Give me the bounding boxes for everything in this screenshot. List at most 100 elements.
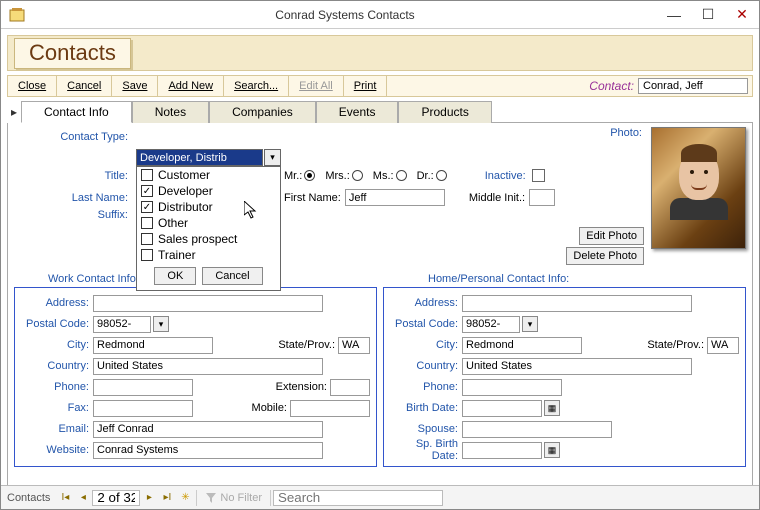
nav-prev-icon[interactable]: ◂ <box>74 489 92 507</box>
tab-row: ▸ Contact Info Notes Companies Events Pr… <box>7 101 753 123</box>
status-bar: Contacts I◂ ◂ ▸ ▸I ✳ No Filter <box>1 485 759 509</box>
work-ext-input[interactable] <box>330 379 370 396</box>
home-birth-input[interactable] <box>462 400 542 417</box>
work-country-input[interactable] <box>93 358 323 375</box>
work-city-input[interactable] <box>93 337 213 354</box>
nav-first-icon[interactable]: I◂ <box>56 489 74 507</box>
print-button[interactable]: Print <box>344 76 388 96</box>
work-ext-label: Extension: <box>276 381 327 393</box>
middle-init-input[interactable] <box>529 189 555 206</box>
work-website-label: Website: <box>21 444 89 456</box>
work-header: Work Contact Info: <box>48 273 139 285</box>
edit-photo-button[interactable]: Edit Photo <box>579 227 644 245</box>
record-selector-icon[interactable]: ▸ <box>7 101 21 123</box>
tab-companies[interactable]: Companies <box>209 101 316 123</box>
work-phone-label: Phone: <box>21 381 89 393</box>
option-sales-prospect[interactable]: Sales prospect <box>137 231 280 247</box>
home-postal-dropdown-icon[interactable]: ▾ <box>522 316 538 332</box>
tab-contact-info[interactable]: Contact Info <box>21 101 132 123</box>
title-ms-radio[interactable] <box>396 170 407 181</box>
home-phone-label: Phone: <box>390 381 458 393</box>
title-label: Title: <box>8 170 128 182</box>
record-number-input[interactable] <box>92 490 140 506</box>
work-postal-label: Postal Code: <box>21 318 89 330</box>
app-icon <box>7 5 27 25</box>
tab-events[interactable]: Events <box>316 101 399 123</box>
home-birth-label: Birth Date: <box>390 402 458 414</box>
home-panel: Address: Postal Code:▾ City:State/Prov.:… <box>383 287 746 467</box>
work-address-label: Address: <box>21 297 89 309</box>
tab-notes[interactable]: Notes <box>132 101 209 123</box>
home-phone-input[interactable] <box>462 379 562 396</box>
work-email-label: Email: <box>21 423 89 435</box>
home-country-input[interactable] <box>462 358 692 375</box>
contact-type-dropdown-button[interactable]: ▾ <box>264 149 281 166</box>
close-window-button[interactable]: ✕ <box>725 4 759 26</box>
home-country-label: Country: <box>390 360 458 372</box>
nav-next-icon[interactable]: ▸ <box>140 489 158 507</box>
home-spouse-input[interactable] <box>462 421 612 438</box>
work-mobile-label: Mobile: <box>252 402 287 414</box>
inactive-label: Inactive: <box>485 170 526 182</box>
save-button[interactable]: Save <box>112 76 158 96</box>
option-trainer[interactable]: Trainer <box>137 247 280 263</box>
dropdown-ok-button[interactable]: OK <box>154 267 196 285</box>
work-state-input[interactable] <box>338 337 370 354</box>
sp-birth-calendar-icon[interactable]: ▦ <box>544 442 560 458</box>
title-ms-label: Ms.: <box>373 170 394 182</box>
home-spouse-label: Spouse: <box>390 423 458 435</box>
suffix-label: Suffix: <box>8 209 128 221</box>
contact-search-input[interactable] <box>638 78 748 94</box>
title-dr-radio[interactable] <box>436 170 447 181</box>
toolbar: Close Cancel Save Add New Search... Edit… <box>7 75 753 97</box>
home-address-input[interactable] <box>462 295 692 312</box>
work-mobile-input[interactable] <box>290 400 370 417</box>
filter-indicator[interactable]: No Filter <box>199 492 268 504</box>
edit-all-button[interactable]: Edit All <box>289 76 344 96</box>
contact-form: Contact Type: Title: Mr.: Mrs.: Ms.: Dr.… <box>7 123 753 508</box>
work-panel: Address: Postal Code:▾ City:State/Prov.:… <box>14 287 377 467</box>
nav-new-icon[interactable]: ✳ <box>176 489 194 507</box>
search-button[interactable]: Search... <box>224 76 289 96</box>
work-fax-input[interactable] <box>93 400 193 417</box>
home-state-label: State/Prov.: <box>647 339 704 351</box>
title-mr-radio[interactable] <box>304 170 315 181</box>
work-postal-dropdown-icon[interactable]: ▾ <box>153 316 169 332</box>
work-postal-input[interactable] <box>93 316 151 333</box>
banner: Contacts <box>7 35 753 71</box>
window-title: Conrad Systems Contacts <box>33 8 657 22</box>
home-city-input[interactable] <box>462 337 582 354</box>
birth-calendar-icon[interactable]: ▦ <box>544 400 560 416</box>
banner-title: Contacts <box>14 38 131 69</box>
middle-init-label: Middle Init.: <box>469 192 525 204</box>
work-state-label: State/Prov.: <box>278 339 335 351</box>
minimize-button[interactable]: — <box>657 4 691 26</box>
add-new-button[interactable]: Add New <box>158 76 224 96</box>
work-phone-input[interactable] <box>93 379 193 396</box>
option-customer[interactable]: Customer <box>137 167 280 183</box>
close-button[interactable]: Close <box>8 76 57 96</box>
dropdown-cancel-button[interactable]: Cancel <box>202 267 262 285</box>
option-developer[interactable]: ✓Developer <box>137 183 280 199</box>
work-address-input[interactable] <box>93 295 323 312</box>
home-state-input[interactable] <box>707 337 739 354</box>
contact-search-label: Contact: <box>581 79 638 93</box>
contact-type-input[interactable]: Developer, Distrib <box>136 149 263 166</box>
title-mrs-label: Mrs.: <box>325 170 349 182</box>
inactive-checkbox[interactable] <box>532 169 545 182</box>
work-website-input[interactable] <box>93 442 323 459</box>
home-city-label: City: <box>390 339 458 351</box>
status-search-input[interactable] <box>273 490 443 506</box>
cancel-button[interactable]: Cancel <box>57 76 112 96</box>
home-sp-birth-input[interactable] <box>462 442 542 459</box>
delete-photo-button[interactable]: Delete Photo <box>566 247 644 265</box>
mouse-cursor-icon <box>244 201 260 221</box>
nav-last-icon[interactable]: ▸I <box>158 489 176 507</box>
maximize-button[interactable]: ☐ <box>691 4 725 26</box>
work-email-input[interactable] <box>93 421 323 438</box>
window: Conrad Systems Contacts — ☐ ✕ Contacts C… <box>0 0 760 510</box>
title-mrs-radio[interactable] <box>352 170 363 181</box>
tab-products[interactable]: Products <box>398 101 491 123</box>
first-name-input[interactable] <box>345 189 445 206</box>
home-postal-input[interactable] <box>462 316 520 333</box>
